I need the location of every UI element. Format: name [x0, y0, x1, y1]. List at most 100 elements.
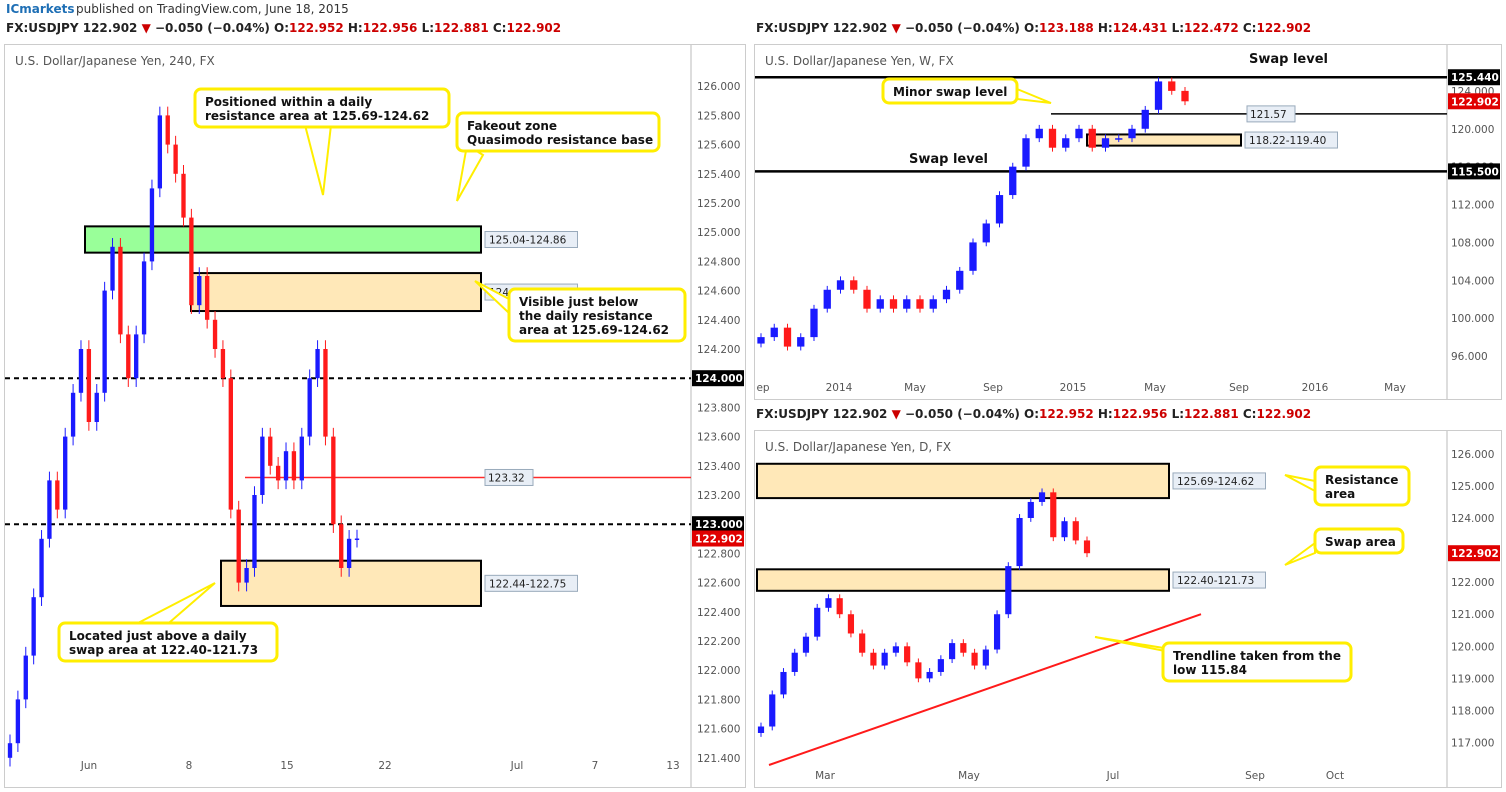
zone-box [756, 462, 1170, 500]
y-tick-label: 120.000 [1451, 641, 1494, 653]
candle-body [70, 392, 76, 437]
candle-body [863, 289, 871, 309]
candle-body [228, 378, 233, 510]
candle-body [770, 327, 778, 338]
x-tick-label: Mar [815, 770, 835, 782]
candle-body [1128, 128, 1136, 139]
candle-body [926, 671, 933, 679]
last-price: 122.902 [82, 21, 138, 35]
candle-body [995, 195, 1004, 224]
candle-body [1016, 517, 1023, 567]
last-price-tag [1448, 93, 1500, 110]
zone-box [1086, 133, 1242, 147]
zone-label-box [484, 231, 578, 248]
candle-body [791, 652, 798, 672]
candle-body [904, 646, 911, 663]
callout-box [881, 77, 1019, 105]
level-tag [692, 370, 744, 387]
chart-panel-weekly[interactable]: 124.000120.000116.000112.000108.000104.0… [754, 44, 1502, 400]
x-tick-label: May [958, 770, 980, 782]
callout-text: swap area at 122.40-121.73 [69, 643, 258, 657]
x-tick-label: May [1384, 382, 1406, 394]
chart-title: U.S. Dollar/Japanese Yen, D, FX [765, 440, 951, 454]
y-tick-label: 124.600 [697, 286, 740, 298]
y-tick-label: 122.400 [697, 607, 740, 619]
zone-box [84, 225, 482, 254]
callout-text: Visible just below [519, 295, 638, 309]
candle-body [197, 276, 202, 306]
candle-body [797, 337, 805, 347]
callout-pointer [1284, 474, 1316, 493]
callout-text: Resistance [1325, 473, 1398, 487]
candle-body [889, 299, 898, 309]
symbol[interactable]: FX:USDJPY [756, 407, 829, 421]
candle-body [876, 299, 884, 309]
callout-text: Positioned within a daily [205, 95, 372, 109]
candle-body [1101, 138, 1110, 148]
callout-text: Fakeout zone [467, 119, 557, 133]
y-tick-label: 124.400 [697, 315, 740, 327]
candle-body [236, 509, 241, 583]
candle-body [1062, 138, 1070, 148]
candle-body [63, 436, 68, 510]
chart-panel-daily[interactable]: 126.000125.000124.000123.000122.000121.0… [754, 430, 1502, 788]
x-tick-label: May [1144, 382, 1166, 394]
x-tick-label: May [904, 382, 926, 394]
open-label: O: [1024, 21, 1040, 35]
candle-body [915, 662, 922, 679]
chart-title: U.S. Dollar/Japanese Yen, W, FX [765, 54, 954, 68]
candle-body [960, 643, 967, 653]
x-tick-label: 2015 [1060, 382, 1087, 394]
last-price-label: 122.902 [1451, 96, 1499, 108]
x-tick-label: Sep [1245, 770, 1265, 782]
low-value: 122.881 [434, 21, 489, 35]
x-tick-label: Oct [1326, 770, 1344, 782]
callout-text: Quasimodo resistance base [467, 133, 653, 147]
x-tick-label: Jul [510, 760, 524, 772]
callout-box [455, 111, 661, 153]
chart-daily[interactable]: 126.000125.000124.000123.000122.000121.0… [755, 431, 1501, 787]
candle-body [268, 436, 273, 466]
y-tick-label: 100.000 [1451, 313, 1494, 325]
zone-box [220, 559, 482, 607]
candle-body [204, 276, 210, 320]
candle-body [1168, 81, 1176, 91]
header-daily: FX:USDJPY 122.902 ▼ −0.050 (−0.04%) O:12… [756, 407, 1311, 425]
change: −0.050 (−0.04%) [155, 21, 270, 35]
candle-body [1009, 166, 1017, 196]
chart-h4[interactable]: 126.000 125.800 125.600 125.400 125.200 125.0… [5, 45, 745, 787]
chart-weekly[interactable]: 124.000120.000116.000112.000108.000104.0… [755, 45, 1501, 399]
level-tag-label: 124.000 [695, 373, 743, 385]
candle-body [982, 223, 990, 243]
y-tick-label: 122.800 [697, 548, 740, 560]
candle-body [1035, 128, 1043, 139]
y-tick-label: 122.000 [697, 665, 740, 677]
top-bar: ICmarkets published on TradingView.com, … [0, 0, 1506, 20]
x-tick-label: Jul [1106, 770, 1120, 782]
symbol[interactable]: FX:USDJPY [756, 21, 829, 35]
callout-text: area [1325, 487, 1355, 501]
callout-box [193, 87, 451, 129]
header-weekly: FX:USDJPY 122.902 ▼ −0.050 (−0.04%) O:12… [756, 21, 1311, 39]
candle-body [937, 659, 944, 672]
candle-body [783, 327, 792, 347]
candle-body [165, 115, 170, 145]
candle-body [260, 436, 265, 495]
y-tick-label: 126.000 [1451, 449, 1494, 461]
zone-label: 122.44-122.75 [489, 578, 566, 590]
candle-body [1038, 492, 1046, 502]
y-tick-label: 96.000 [1451, 351, 1488, 363]
symbol[interactable]: FX:USDJPY [6, 21, 79, 35]
last-price-label: 122.902 [695, 534, 743, 546]
x-tick-label: 15 [280, 760, 293, 772]
candle-body [244, 568, 249, 583]
close-label: C: [1242, 407, 1257, 421]
chart-panel-h4[interactable]: 126.000 125.800 125.600 125.400 125.200 125.0… [4, 44, 746, 788]
y-tick-label: 119.000 [1451, 673, 1494, 685]
candle-body [157, 115, 163, 189]
low-value: 122.472 [1184, 21, 1239, 35]
candle-body [1048, 128, 1057, 148]
brand-name[interactable]: ICmarkets [6, 2, 75, 16]
candle-body [354, 538, 360, 541]
low-label: L: [421, 21, 435, 35]
